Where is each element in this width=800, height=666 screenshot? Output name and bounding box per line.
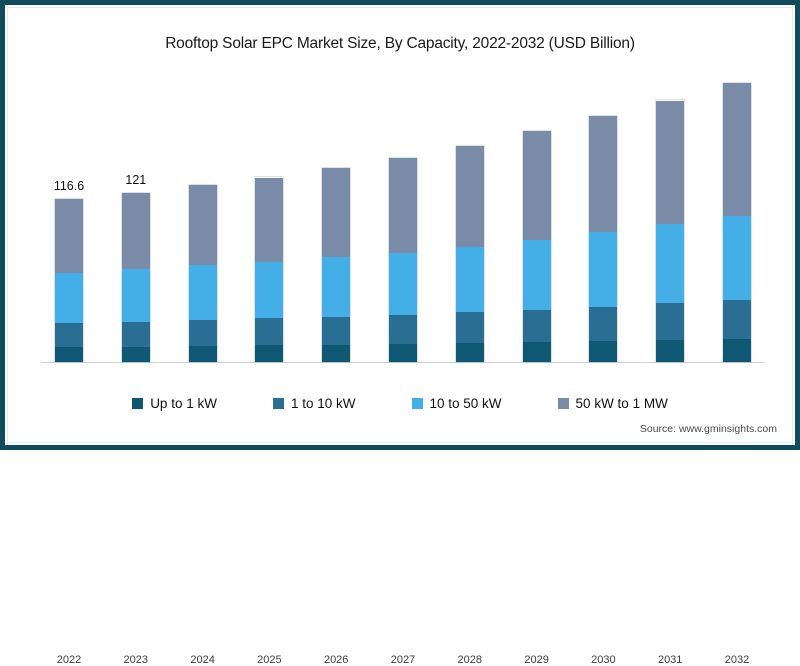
x-axis-line (41, 362, 765, 363)
bar-segment[interactable] (589, 232, 618, 307)
stacked-bar-2023[interactable] (121, 192, 150, 362)
x-axis-tick-2030: 2030 (591, 654, 616, 666)
legend-swatch-up-to-1-kw-icon (132, 398, 144, 409)
bar-value-label: 121 (125, 172, 147, 187)
bar-segment[interactable] (255, 177, 284, 262)
bar-segment[interactable] (188, 185, 217, 266)
bar-segment[interactable] (455, 312, 484, 344)
bar-segment[interactable] (121, 268, 150, 322)
bar-segment[interactable] (188, 320, 217, 347)
legend-item[interactable]: 10 to 50 kW (411, 396, 502, 411)
bar-segment[interactable] (55, 347, 83, 362)
bar-segment[interactable] (522, 342, 551, 362)
bar-segment[interactable] (455, 146, 484, 247)
stacked-bar-2022[interactable] (55, 198, 83, 362)
stacked-bar-2028[interactable] (455, 146, 484, 362)
stacked-bar-2024[interactable] (188, 185, 217, 362)
bar-segment[interactable] (255, 345, 284, 362)
legend-item[interactable]: 50 kW to 1 MW (557, 396, 668, 411)
bar-segment[interactable] (55, 272, 83, 324)
bar-segment[interactable] (656, 100, 685, 225)
stacked-bar-2030[interactable] (589, 116, 618, 362)
bar-segment[interactable] (656, 340, 685, 362)
x-axis-tick-2026: 2026 (323, 654, 349, 666)
legend-item-label: 1 to 10 kW (290, 396, 356, 411)
bar-segment[interactable] (389, 314, 417, 345)
bar-segment[interactable] (121, 192, 150, 269)
bar-segment[interactable] (723, 299, 751, 339)
stacked-bar-2029[interactable] (522, 131, 551, 362)
x-axis-tick-2025: 2025 (257, 654, 282, 666)
source-attribution: Source: www.gminsights.com (639, 423, 777, 435)
plot-area: 116.6 2022 121 2023 2024 2025 2026 2027 2028 2029… (41, 75, 765, 666)
x-axis-tick-2023: 2023 (123, 654, 149, 666)
bar-segment[interactable] (656, 303, 685, 341)
bar-segment[interactable] (121, 346, 150, 362)
page-title: Rooftop Solar EPC Market Size, By Capaci… (165, 35, 635, 52)
bar-segment[interactable] (522, 239, 551, 310)
chart-legend: Up to 1 kW 1 to 10 kW 10 to 50 kW 50 kW to … (5, 396, 795, 411)
bar-segment[interactable] (389, 344, 417, 362)
bar-segment[interactable] (522, 131, 551, 240)
legend-swatch-1-to-10-kw-icon (272, 398, 284, 409)
x-axis-tick-2031: 2031 (657, 654, 683, 666)
bar-segment[interactable] (55, 198, 83, 273)
bar-segment[interactable] (255, 318, 284, 346)
bar-segment[interactable] (389, 252, 417, 315)
legend-item[interactable]: 1 to 10 kW (272, 396, 356, 411)
bar-segment[interactable] (656, 224, 685, 304)
bar-segment[interactable] (522, 309, 551, 343)
bar-segment[interactable] (389, 158, 417, 253)
bar-value-label: 116.6 (53, 178, 85, 193)
bar-segment[interactable] (322, 257, 351, 317)
x-axis-tick-2024: 2024 (190, 654, 215, 666)
bar-segment[interactable] (723, 83, 751, 216)
x-axis-tick-2029: 2029 (524, 654, 549, 666)
x-axis-tick-2022: 2022 (56, 654, 82, 666)
stacked-bar-2032[interactable] (723, 83, 751, 362)
x-axis-tick-2032: 2032 (724, 654, 750, 666)
bar-segment[interactable] (455, 246, 484, 313)
bar-segment[interactable] (55, 323, 83, 348)
legend-item-label: Up to 1 kW (150, 396, 217, 411)
legend-item-label: 10 to 50 kW (429, 396, 502, 411)
bar-segment[interactable] (723, 338, 751, 362)
bar-segment[interactable] (322, 316, 351, 345)
x-axis-tick-2028: 2028 (457, 654, 483, 666)
legend-item[interactable]: Up to 1 kW (132, 396, 217, 411)
stacked-bar-2027[interactable] (389, 158, 417, 362)
bar-segment[interactable] (723, 215, 751, 300)
stacked-bar-2031[interactable] (656, 100, 685, 362)
bar-segment[interactable] (121, 321, 150, 347)
x-axis-tick-2027: 2027 (390, 654, 416, 666)
legend-swatch-50-kw-to-1-mw-icon (557, 398, 569, 409)
bar-segment[interactable] (589, 306, 618, 342)
bar-segment[interactable] (188, 346, 217, 362)
bar-segment[interactable] (589, 116, 618, 233)
bar-segment[interactable] (455, 343, 484, 362)
bar-segment[interactable] (188, 265, 217, 321)
legend-item-label: 50 kW to 1 MW (575, 396, 668, 411)
stacked-bar-2026[interactable] (322, 168, 351, 362)
stacked-bar-2025[interactable] (255, 177, 284, 362)
legend-swatch-10-to-50-kw-icon (411, 398, 423, 409)
bar-segment[interactable] (589, 341, 618, 362)
bar-segment[interactable] (255, 261, 284, 319)
bar-segment[interactable] (322, 168, 351, 258)
bar-segment[interactable] (322, 344, 351, 362)
